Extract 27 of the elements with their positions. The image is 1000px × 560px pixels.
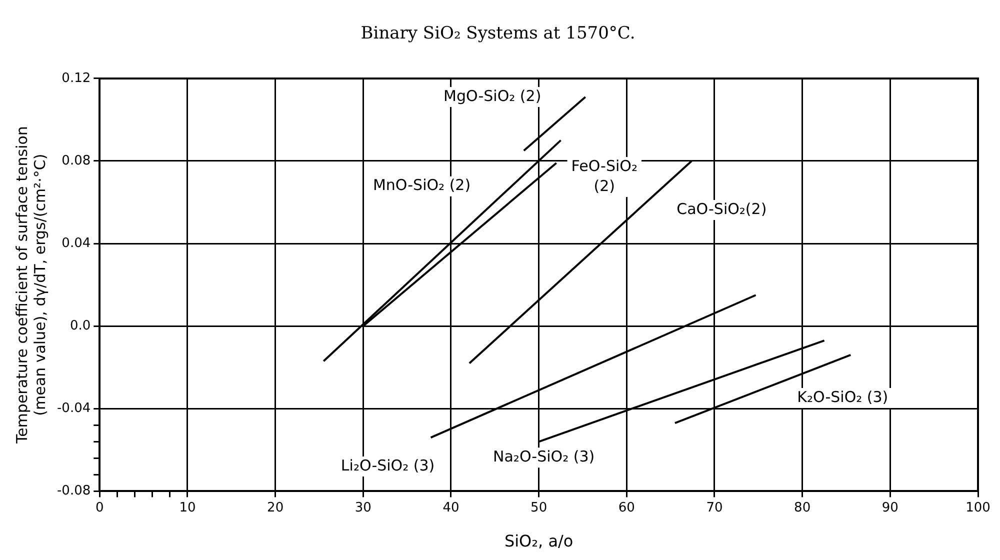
x-tick-label: 100 bbox=[966, 500, 990, 516]
x-tick-label: 60 bbox=[618, 500, 635, 516]
x-tick-label: 80 bbox=[794, 500, 811, 516]
y-tick-label: -0.08 bbox=[56, 484, 91, 499]
x-tick-label: 0 bbox=[95, 500, 104, 516]
y-tick-label: 0.04 bbox=[62, 236, 91, 251]
x-tick-label: 50 bbox=[530, 500, 548, 516]
chart-title: Binary SiO₂ Systems at 1570°C. bbox=[360, 24, 636, 44]
y-axis-title: Temperature coefficient of surface tension (mean value), dγ/dT, ergs/(cm²·°C) bbox=[12, 126, 49, 445]
x-tick-label: 10 bbox=[179, 500, 196, 516]
series-label: K₂O-SiO₂ (3) bbox=[797, 388, 888, 406]
series-label: Na₂O-SiO₂ (3) bbox=[493, 448, 595, 466]
series-label: MgO-SiO₂ (2) bbox=[444, 86, 542, 105]
series-label: CaO-SiO₂(2) bbox=[676, 200, 767, 218]
y-tick-label: 0.08 bbox=[62, 153, 91, 168]
y-tick-label: -0.04 bbox=[56, 401, 91, 416]
x-tick-label: 40 bbox=[442, 500, 460, 516]
y-tick-label: 0.0 bbox=[70, 318, 91, 334]
x-axis-title: SiO₂, a/o bbox=[504, 532, 574, 551]
series-label: FeO-SiO₂ (2) bbox=[571, 156, 638, 195]
series-label: Li₂O-SiO₂ (3) bbox=[340, 456, 435, 474]
x-tick-label: 70 bbox=[706, 500, 723, 516]
x-tick-label: 90 bbox=[882, 500, 898, 516]
series-label: MnO-SiO₂ (2) bbox=[372, 176, 471, 194]
x-tick-label: 20 bbox=[267, 500, 284, 516]
y-tick-label: 0.12 bbox=[62, 70, 91, 86]
x-tick-label: 30 bbox=[354, 500, 372, 516]
